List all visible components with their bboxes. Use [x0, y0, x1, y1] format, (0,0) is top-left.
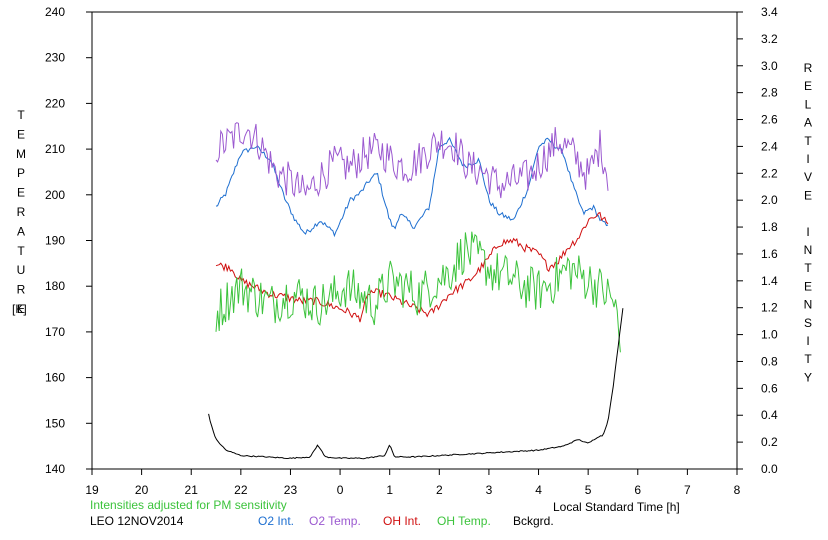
- x-tick-label: 6: [634, 483, 641, 497]
- svg-text:N: N: [804, 243, 813, 257]
- y2-tick-label: 1.2: [761, 301, 778, 315]
- y-tick-label: 230: [45, 51, 65, 65]
- x-tick-label: 7: [684, 483, 691, 497]
- series-line-bckgrd: [208, 308, 624, 460]
- y2-tick-label: 1.8: [761, 220, 778, 234]
- y-tick-label: 160: [45, 371, 65, 385]
- x-tick-label: 19: [85, 483, 99, 497]
- legend-item-bckgrd: Bckgrd.: [513, 514, 554, 528]
- y2-tick-label: 1.4: [761, 274, 778, 288]
- x-tick-label: 8: [734, 483, 741, 497]
- y2-tick-label: 0.2: [761, 435, 778, 449]
- x-tick-label: 4: [535, 483, 542, 497]
- series-layer: [208, 122, 624, 460]
- svg-text:T: T: [17, 108, 25, 122]
- svg-text:I: I: [806, 334, 809, 348]
- y-tick-label: 220: [45, 96, 65, 110]
- svg-text:E: E: [804, 188, 812, 202]
- x-tick-label: 0: [337, 483, 344, 497]
- series-line-oh-temp: [215, 231, 621, 353]
- svg-text:M: M: [16, 147, 26, 161]
- svg-text:R: R: [17, 205, 26, 219]
- svg-text:V: V: [804, 170, 812, 184]
- svg-text:A: A: [17, 224, 25, 238]
- y2-tick-label: 3.2: [761, 32, 778, 46]
- x-tick-label: 1: [386, 483, 393, 497]
- svg-text:E: E: [804, 79, 812, 93]
- svg-text:T: T: [804, 352, 812, 366]
- y-tick-label: 170: [45, 325, 65, 339]
- y2-tick-label: 1.0: [761, 328, 778, 342]
- chart-note: Intensities adjusted for PM sensitivity: [90, 498, 287, 512]
- series-line-o2-int: [215, 136, 609, 238]
- y-tick-label: 150: [45, 416, 65, 430]
- y-tick-label: 200: [45, 188, 65, 202]
- axes-layer: 19 20 21 22 23 0 1 2 3 4 5 6 7 8140150160170180190200…: [16, 5, 813, 497]
- y-tick-label: 140: [45, 462, 65, 476]
- x-tick-label: 21: [185, 483, 199, 497]
- y2-tick-label: 2.2: [761, 166, 778, 180]
- plot-frame: [91, 11, 738, 470]
- svg-text:I: I: [806, 152, 809, 166]
- y2-tick-label: 3.4: [761, 5, 778, 19]
- y2-tick-label: 2.0: [761, 193, 778, 207]
- svg-text:E: E: [804, 279, 812, 293]
- svg-text:I: I: [806, 225, 809, 239]
- x-tick-label: 23: [284, 483, 298, 497]
- y2-tick-label: 0.8: [761, 354, 778, 368]
- legend-item-oh-temp: OH Temp.: [437, 514, 491, 528]
- svg-text:A: A: [804, 116, 812, 130]
- station-date-label: LEO 12NOV2014: [90, 514, 184, 528]
- y-tick-label: 190: [45, 234, 65, 248]
- legend: O2 Int. O2 Temp. OH Int. OH Temp. Bckgrd…: [258, 514, 554, 528]
- svg-text:Y: Y: [804, 370, 812, 384]
- svg-text:N: N: [804, 298, 813, 312]
- y2-tick-label: 0.4: [761, 408, 778, 422]
- series-line-o2-temp: [215, 122, 609, 199]
- svg-text:E: E: [17, 127, 25, 141]
- x-tick-label: 2: [436, 483, 443, 497]
- y2-tick-label: 2.6: [761, 113, 778, 127]
- y2-tick-label: 2.4: [761, 139, 778, 153]
- svg-text:L: L: [805, 97, 812, 111]
- x-tick-label: 22: [234, 483, 248, 497]
- svg-text:P: P: [17, 166, 25, 180]
- svg-text:E: E: [17, 186, 25, 200]
- svg-text:S: S: [804, 316, 812, 330]
- svg-text:R: R: [804, 61, 813, 75]
- x-tick-label: 5: [585, 483, 592, 497]
- legend-item-o2-temp: O2 Temp.: [309, 514, 361, 528]
- legend-item-oh-int: OH Int.: [383, 514, 421, 528]
- series-line-oh-int: [215, 211, 609, 323]
- svg-text:T: T: [17, 244, 25, 258]
- legend-item-o2-int: O2 Int.: [258, 514, 294, 528]
- svg-text:E: E: [17, 302, 25, 316]
- svg-text:T: T: [804, 134, 812, 148]
- y2-tick-label: 2.8: [761, 86, 778, 100]
- y2-tick-label: 0.6: [761, 381, 778, 395]
- y-axis-unit: [K]: [12, 302, 27, 316]
- y2-tick-label: 1.6: [761, 247, 778, 261]
- x-tick-label: 20: [135, 483, 149, 497]
- svg-text:T: T: [804, 261, 812, 275]
- y-tick-label: 240: [45, 5, 65, 19]
- y-tick-label: 180: [45, 279, 65, 293]
- y-tick-label: 210: [45, 142, 65, 156]
- svg-text:R: R: [17, 283, 26, 297]
- y2-tick-label: 0.0: [761, 462, 778, 476]
- x-axis-label: Local Standard Time [h]: [553, 500, 680, 514]
- svg-text:U: U: [17, 263, 26, 277]
- y2-tick-label: 3.0: [761, 59, 778, 73]
- x-tick-label: 3: [486, 483, 493, 497]
